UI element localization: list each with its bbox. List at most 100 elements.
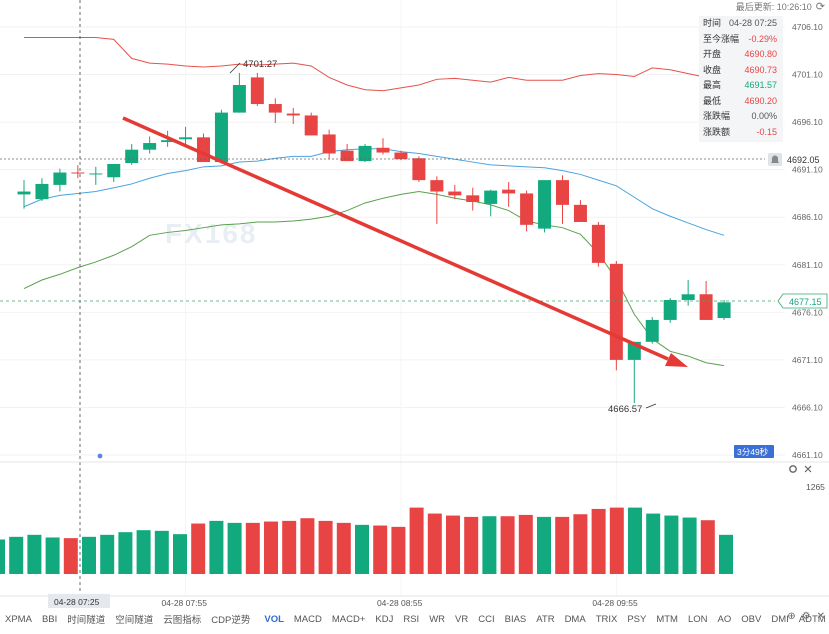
info-value: -0.29% bbox=[748, 33, 777, 44]
candle bbox=[35, 178, 49, 202]
indicator-rsi[interactable]: RSI bbox=[403, 613, 420, 625]
y-tick-label: 4691.10 bbox=[792, 165, 823, 175]
volume-bar bbox=[719, 534, 733, 574]
candle-body bbox=[484, 190, 498, 204]
bollinger-bands bbox=[23, 36, 725, 367]
candle-body bbox=[376, 147, 390, 153]
indicator-wr[interactable]: WR bbox=[429, 613, 446, 625]
y-tick-label: 4706.10 bbox=[792, 22, 823, 32]
candle-body bbox=[286, 113, 300, 116]
watermark: FX168 bbox=[165, 218, 258, 249]
trend-arrow-head bbox=[665, 353, 688, 367]
indicator-lon[interactable]: LON bbox=[687, 613, 708, 625]
volume-max-label: 1265 bbox=[806, 482, 825, 492]
indicator-[interactable]: 时间隧道 bbox=[67, 615, 106, 626]
info-row: 至今涨幅 -0.29% bbox=[699, 32, 783, 48]
candle bbox=[394, 150, 408, 161]
candle bbox=[71, 165, 85, 179]
candle bbox=[430, 176, 444, 224]
indicator-kdj[interactable]: KDJ bbox=[375, 613, 394, 625]
settings-icon bbox=[789, 465, 797, 473]
volume-bar bbox=[446, 515, 460, 574]
info-label: 涨跌额 bbox=[703, 126, 731, 137]
candle bbox=[286, 107, 300, 125]
candle-body bbox=[681, 294, 695, 300]
candle-body bbox=[699, 294, 713, 320]
candle bbox=[53, 168, 67, 192]
candle bbox=[143, 136, 157, 154]
x-tick-label: 04-28 07:55 bbox=[162, 598, 208, 608]
volume-bar bbox=[136, 530, 151, 574]
volume-bar bbox=[664, 515, 679, 574]
add-icon[interactable]: ⊕ bbox=[787, 611, 796, 622]
volume-bar bbox=[118, 532, 133, 574]
indicator-cdp[interactable]: CDP逆势 bbox=[211, 615, 251, 626]
indicator-mtm[interactable]: MTM bbox=[656, 613, 678, 625]
volume-bar bbox=[646, 513, 661, 574]
candle-body bbox=[53, 172, 67, 185]
volume-bar bbox=[464, 516, 479, 574]
indicator-tools: ⊕ ⚙ ✕ bbox=[787, 611, 825, 622]
info-label: 开盘 bbox=[703, 49, 722, 59]
y-axis: 4661.10 4666.10 4671.10 4676.10 4681.10 4686.… bbox=[792, 22, 823, 460]
candles bbox=[17, 72, 731, 403]
max-annotation: 4701.27 bbox=[229, 59, 277, 74]
candle bbox=[591, 221, 605, 267]
candle bbox=[538, 180, 552, 233]
info-value: 4690.80 bbox=[744, 49, 777, 59]
info-row: 收盘 4690.73 bbox=[699, 63, 783, 79]
indicator-trix[interactable]: TRIX bbox=[595, 613, 618, 625]
candle bbox=[466, 187, 480, 211]
candle bbox=[609, 260, 623, 371]
candle bbox=[645, 317, 659, 344]
candle bbox=[376, 138, 390, 155]
indicator-cci[interactable]: CCI bbox=[478, 613, 495, 625]
candle bbox=[125, 143, 139, 165]
indicator-bbi[interactable]: BBI bbox=[41, 613, 58, 625]
volume-bar bbox=[0, 539, 5, 574]
indicator-obv[interactable]: OBV bbox=[741, 613, 762, 625]
indicator-atr[interactable]: ATR bbox=[536, 613, 555, 625]
volume-bar bbox=[373, 525, 388, 574]
candle-body bbox=[268, 104, 282, 113]
y-tick-label: 4666.10 bbox=[792, 402, 823, 412]
ohlc-info-panel: 时间 04-28 07:25 至今涨幅 -0.29% 开盘 4690.80 收盘 4690.7… bbox=[699, 16, 783, 142]
candle bbox=[717, 299, 731, 320]
indicator-bias[interactable]: BIAS bbox=[504, 613, 527, 625]
info-label: 最高 bbox=[703, 80, 722, 90]
volume-bar bbox=[209, 520, 224, 574]
band-lower bbox=[23, 191, 725, 367]
indicator-xpma[interactable]: XPMA bbox=[5, 613, 32, 625]
indicator-psy[interactable]: PSY bbox=[627, 613, 647, 625]
indicator-ao[interactable]: AO bbox=[717, 613, 732, 625]
indicator-[interactable]: 云图指标 bbox=[163, 615, 202, 626]
candle bbox=[214, 109, 228, 164]
candle bbox=[556, 175, 569, 224]
candle-body bbox=[466, 195, 480, 203]
candle-body bbox=[448, 191, 462, 196]
candle bbox=[107, 163, 121, 183]
candle-body bbox=[430, 180, 444, 192]
refresh-icon[interactable]: ⟳ bbox=[815, 1, 825, 13]
indicator-macd[interactable]: MACD+ bbox=[331, 613, 366, 625]
volume-bar bbox=[63, 538, 78, 574]
candle bbox=[448, 184, 462, 200]
close-icon[interactable]: ✕ bbox=[816, 611, 825, 622]
indicator-dmi[interactable]: DMI bbox=[771, 613, 789, 625]
volume-bar bbox=[318, 520, 333, 574]
candle bbox=[179, 126, 193, 146]
indicator-adtm[interactable]: ADTM bbox=[798, 613, 826, 625]
indicator-dma[interactable]: DMA bbox=[564, 613, 586, 625]
candle bbox=[520, 190, 534, 232]
candle-body bbox=[717, 302, 731, 319]
volume-bar bbox=[482, 516, 497, 574]
indicator-vol[interactable]: VOL bbox=[264, 613, 284, 625]
cursor-dot bbox=[97, 453, 103, 459]
indicator-vr[interactable]: VR bbox=[455, 613, 469, 625]
svg-text:3分49秒: 3分49秒 bbox=[737, 447, 769, 457]
indicator-[interactable]: 空间隧道 bbox=[115, 615, 154, 626]
settings-icon[interactable]: ⚙ bbox=[801, 611, 811, 622]
info-row: 时间 04-28 07:25 bbox=[699, 16, 783, 32]
indicator-macd[interactable]: MACD bbox=[293, 613, 322, 625]
